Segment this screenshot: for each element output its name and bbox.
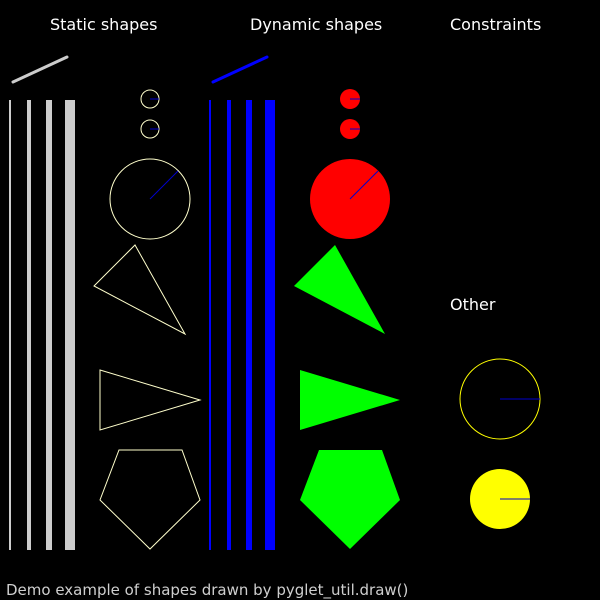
static-triangle-1 (93, 244, 187, 336)
static-bar-1 (9, 100, 11, 550)
static-bar-3 (46, 100, 52, 550)
other-header: Other (450, 295, 496, 314)
static-large-circle-radius (149, 170, 179, 200)
static-triangle-2 (99, 369, 202, 431)
static-shapes-header: Static shapes (50, 15, 158, 34)
static-bar-2 (27, 100, 31, 550)
dynamic-triangle-2 (300, 370, 400, 430)
dynamic-bar-2 (227, 100, 231, 550)
static-segment (11, 55, 69, 84)
dynamic-shapes-header: Dynamic shapes (250, 15, 383, 34)
static-pentagon (99, 449, 201, 550)
dynamic-pentagon (300, 450, 400, 549)
footer-caption: Demo example of shapes drawn by pyglet_u… (6, 581, 409, 599)
constraints-header: Constraints (450, 15, 542, 34)
static-large-circle (109, 158, 191, 240)
dynamic-bar-1 (209, 100, 211, 550)
dynamic-bar-4 (265, 100, 275, 550)
dynamic-triangle-1 (294, 245, 385, 334)
dynamic-bar-3 (246, 100, 252, 550)
dynamic-segment (211, 55, 269, 84)
static-bar-4 (65, 100, 75, 550)
dynamic-large-circle-radius (349, 170, 379, 200)
